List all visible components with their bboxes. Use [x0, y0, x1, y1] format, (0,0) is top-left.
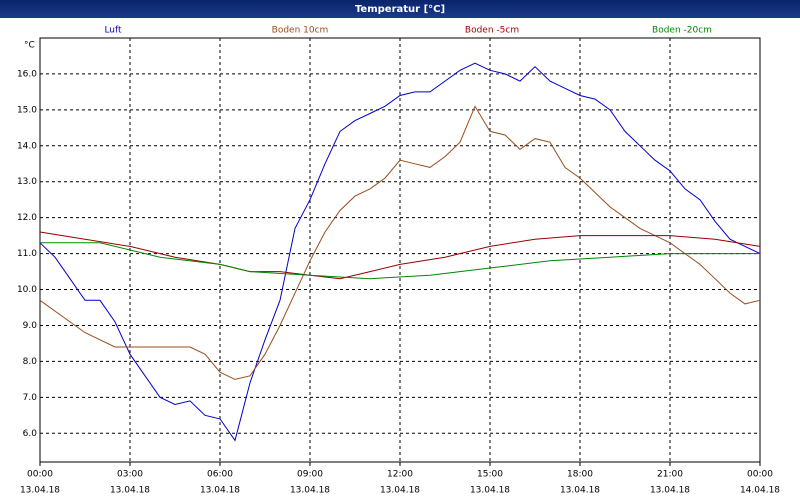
x-tick-date: 13.04.18 [20, 486, 60, 496]
y-tick-label: 10.0 [17, 285, 37, 295]
y-tick-label: 11.0 [17, 249, 37, 259]
x-tick-label: 06:00 [207, 470, 233, 480]
y-tick-label: 12.0 [17, 213, 37, 223]
x-tick-date: 13.04.18 [200, 486, 240, 496]
y-tick-label: 13.0 [17, 177, 37, 187]
series-line [40, 242, 760, 280]
legend-entry: Boden 10cm [272, 26, 329, 36]
x-tick-label: 03:00 [117, 470, 143, 480]
series-line [39, 231, 761, 280]
x-tick-date: 13.04.18 [290, 486, 330, 496]
legend-entry: Boden -5cm [465, 26, 519, 36]
legend-entry: Luft [104, 26, 122, 36]
y-tick-label: 7.0 [23, 393, 38, 403]
chart-title: Temperatur [°C] [355, 4, 445, 15]
y-tick-label: 8.0 [23, 357, 38, 367]
x-tick-date: 13.04.18 [110, 486, 150, 496]
y-tick-label: 15.0 [17, 105, 37, 115]
x-tick-label: 09:00 [297, 470, 323, 480]
series-line [39, 62, 761, 442]
x-tick-label: 00:00 [747, 470, 773, 480]
y-tick-label: 9.0 [23, 321, 38, 331]
x-tick-label: 18:00 [567, 470, 593, 480]
series-line [39, 105, 761, 380]
x-tick-label: 21:00 [657, 470, 683, 480]
y-tick-label: 14.0 [17, 141, 37, 151]
x-tick-date: 14.04.18 [740, 486, 780, 496]
legend-entry: Boden -20cm [652, 26, 712, 36]
x-tick-date: 13.04.18 [650, 486, 690, 496]
x-tick-date: 13.04.18 [470, 486, 510, 496]
y-tick-label: 6.0 [23, 429, 38, 439]
y-unit: °C [24, 41, 35, 51]
y-tick-label: 16.0 [17, 69, 37, 79]
x-tick-label: 15:00 [477, 470, 503, 480]
x-tick-label: 00:00 [27, 470, 53, 480]
title-bar [0, 0, 800, 18]
x-tick-label: 12:00 [387, 470, 413, 480]
x-tick-date: 13.04.18 [560, 486, 600, 496]
x-tick-date: 13.04.18 [380, 486, 420, 496]
